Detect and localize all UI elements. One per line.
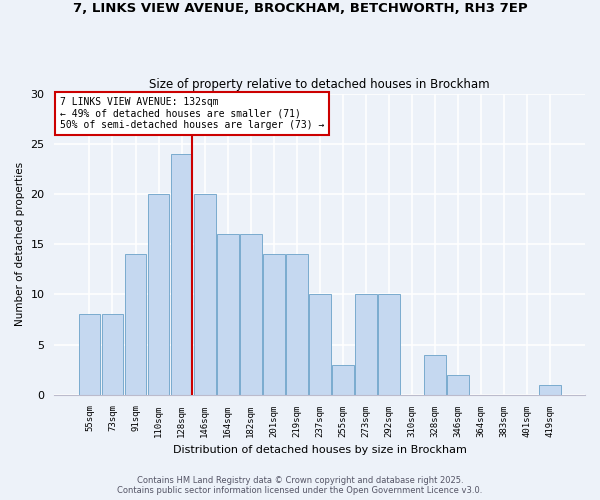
Bar: [424, 354, 446, 395]
Bar: [286, 254, 308, 394]
Text: 7 LINKS VIEW AVENUE: 132sqm
← 49% of detached houses are smaller (71)
50% of sem: 7 LINKS VIEW AVENUE: 132sqm ← 49% of det…: [60, 96, 324, 130]
Y-axis label: Number of detached properties: Number of detached properties: [15, 162, 25, 326]
Bar: [148, 194, 169, 394]
Bar: [332, 364, 353, 394]
Bar: [263, 254, 284, 394]
Bar: [378, 294, 400, 394]
Bar: [194, 194, 215, 394]
Bar: [355, 294, 377, 394]
Title: Size of property relative to detached houses in Brockham: Size of property relative to detached ho…: [149, 78, 490, 91]
Bar: [447, 374, 469, 394]
Bar: [170, 154, 193, 394]
X-axis label: Distribution of detached houses by size in Brockham: Distribution of detached houses by size …: [173, 445, 467, 455]
Bar: [79, 314, 100, 394]
Bar: [539, 384, 561, 394]
Bar: [239, 234, 262, 394]
Bar: [217, 234, 239, 394]
Text: 7, LINKS VIEW AVENUE, BROCKHAM, BETCHWORTH, RH3 7EP: 7, LINKS VIEW AVENUE, BROCKHAM, BETCHWOR…: [73, 2, 527, 16]
Bar: [125, 254, 146, 394]
Bar: [101, 314, 124, 394]
Text: Contains HM Land Registry data © Crown copyright and database right 2025.
Contai: Contains HM Land Registry data © Crown c…: [118, 476, 482, 495]
Bar: [309, 294, 331, 394]
